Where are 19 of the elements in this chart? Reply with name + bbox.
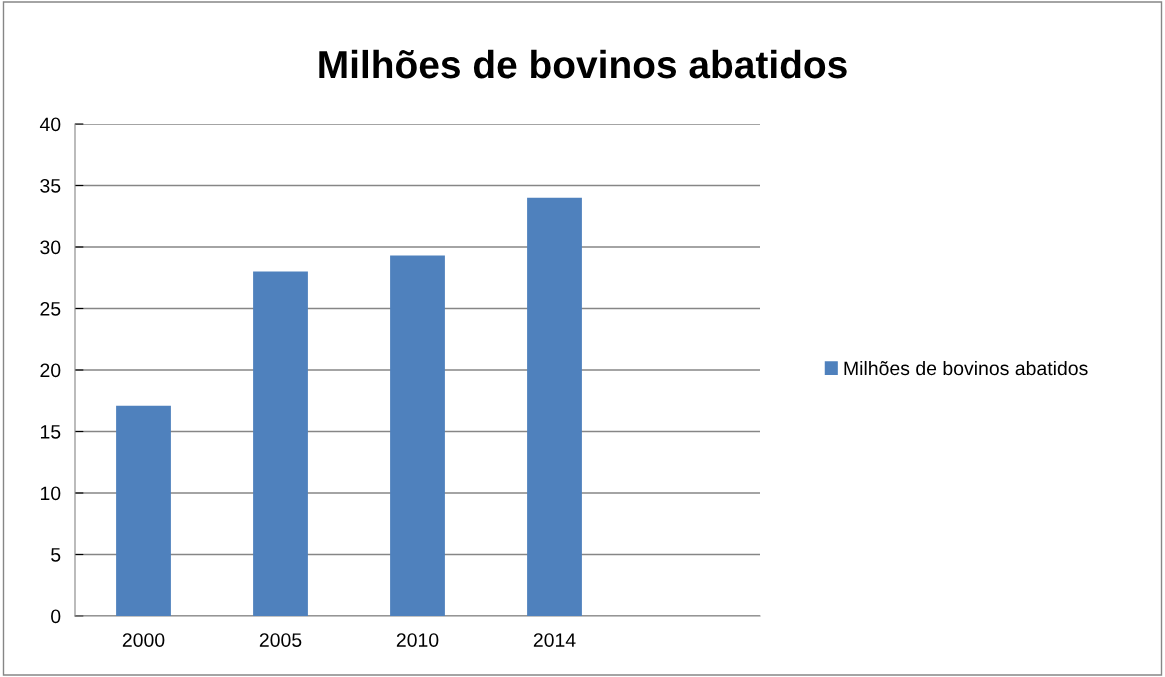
x-tick-label: 2005 <box>259 633 302 647</box>
bar <box>116 405 171 616</box>
y-tick-label: 20 <box>40 363 61 378</box>
bar <box>253 271 308 616</box>
y-tick-label: 25 <box>40 301 61 316</box>
y-tick-label: 0 <box>51 609 61 624</box>
x-tick-label: 2014 <box>533 633 576 647</box>
y-tick-label: 10 <box>40 486 61 501</box>
y-tick-label: 40 <box>39 117 61 132</box>
legend-label: Milhões de bovinos abatidos <box>844 360 1088 376</box>
x-tick-label: 2010 <box>396 633 439 647</box>
y-tick-label: 35 <box>40 178 61 193</box>
y-tick-label: 5 <box>51 548 61 562</box>
bar <box>390 255 445 616</box>
y-tick-label: 15 <box>40 425 61 439</box>
chart-title: Milhões de bovinos abatidos <box>319 49 847 79</box>
y-tick-label: 30 <box>40 240 61 255</box>
x-tick-label: 2000 <box>122 633 165 647</box>
bar <box>527 197 582 616</box>
